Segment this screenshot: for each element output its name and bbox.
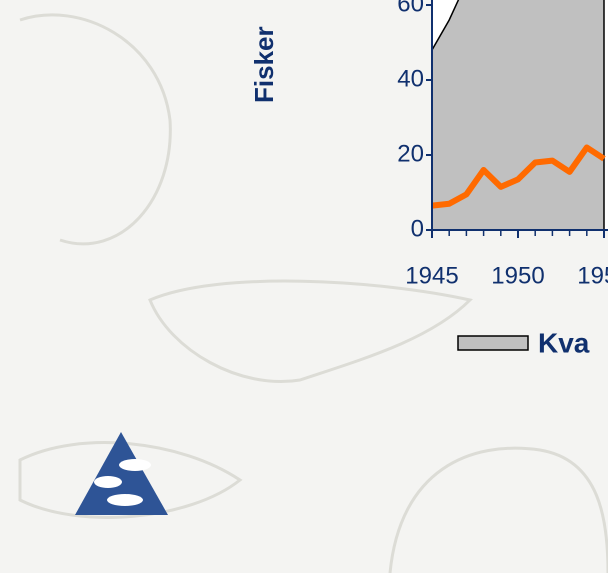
- logo: [75, 432, 168, 515]
- line: [431, 144, 606, 209]
- background-sketches: [18, 13, 608, 573]
- x-tick-label: 1950: [491, 262, 544, 289]
- y-tick-label: 0: [411, 215, 424, 242]
- logo-triangle: [75, 432, 168, 515]
- shell-sketch: [388, 446, 608, 573]
- plot-area: [431, 0, 608, 231]
- y-tick-label: 20: [397, 140, 424, 167]
- x-tick-label: 1945: [405, 262, 458, 289]
- x-tick-label: 1955: [577, 262, 608, 289]
- y-tick-label: 40: [397, 65, 424, 92]
- fish-sketch: [18, 441, 243, 519]
- legend-swatch: [457, 335, 529, 351]
- logo-fish: [94, 476, 122, 488]
- jellyfish-sketch: [19, 13, 172, 246]
- logo-fish: [107, 494, 143, 506]
- y-tick-label: 60: [397, 0, 424, 17]
- legend-label: Kva: [538, 327, 590, 358]
- whale-sketch: [148, 279, 473, 383]
- area: [431, 0, 605, 231]
- logo-fish: [119, 459, 151, 471]
- y-axis-label: Fisker: [249, 26, 279, 103]
